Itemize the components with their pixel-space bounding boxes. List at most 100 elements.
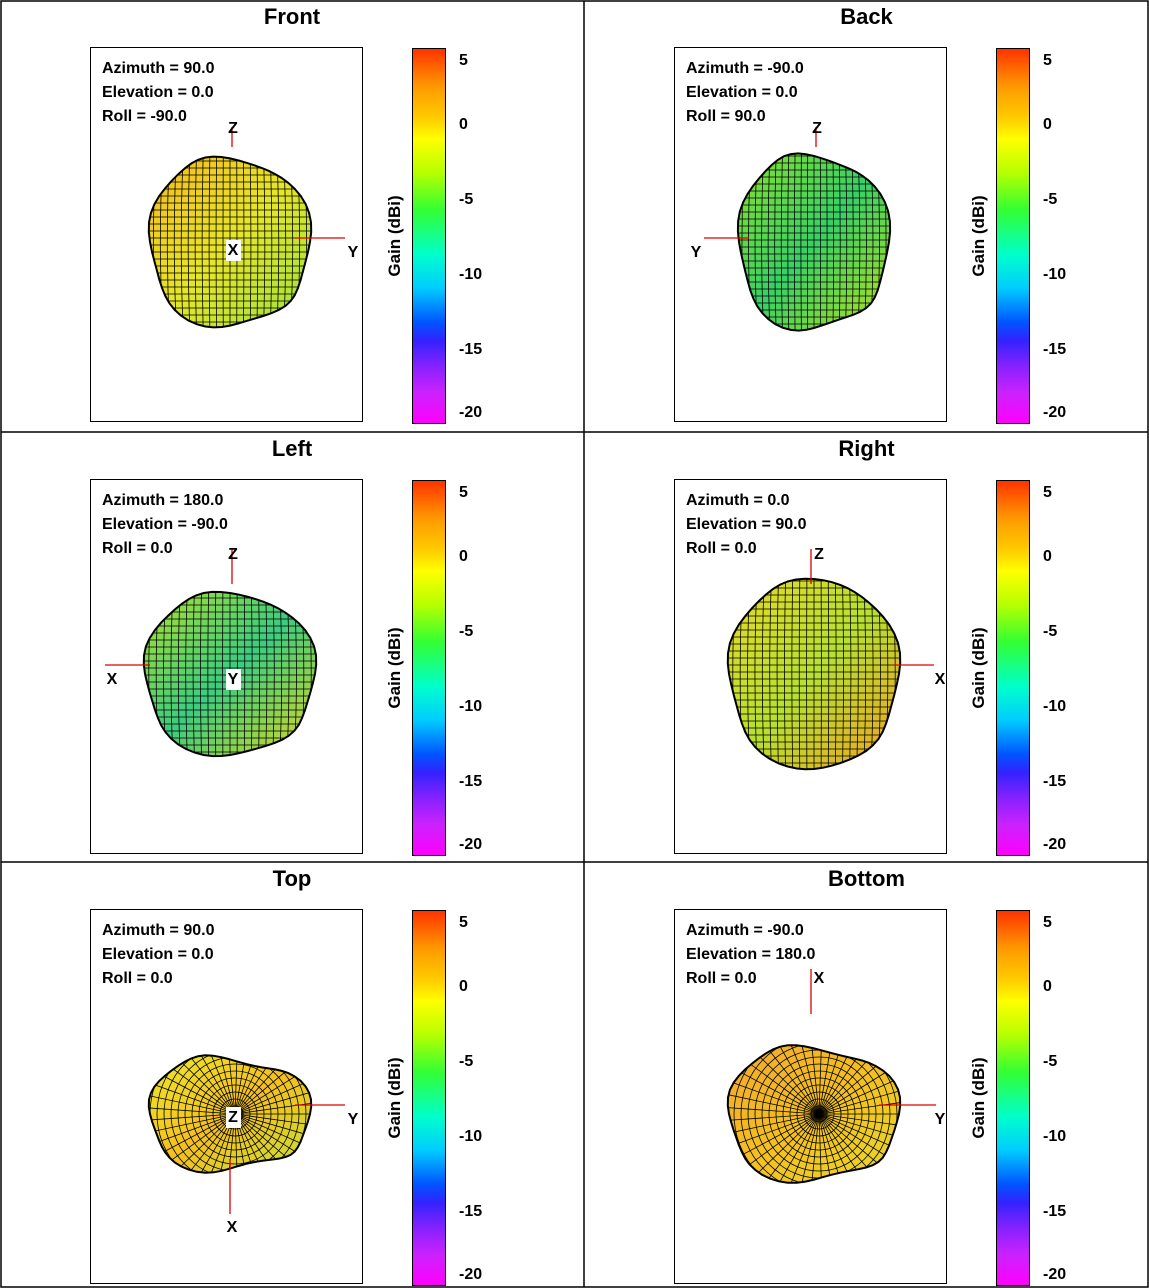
colorbar-tick-label: 5 [459, 52, 468, 69]
colorbar-tick-label: -10 [1043, 698, 1067, 715]
view-title: Top [272, 866, 312, 891]
colorbar-tick-label: -5 [459, 191, 474, 208]
axis-label: Y [935, 1111, 946, 1128]
colorbar [996, 480, 1030, 856]
colorbar-tick-label: -15 [459, 773, 483, 790]
colorbar-tick-label: 5 [459, 914, 468, 931]
colorbar-tick-label: -15 [1043, 773, 1067, 790]
colorbar-tick-label: -20 [459, 1266, 483, 1283]
colorbar-tick-label: -5 [1043, 1053, 1058, 1070]
colorbar-tick-label: -15 [1043, 1203, 1067, 1220]
colorbar-tick-label: -10 [459, 1128, 483, 1145]
colorbar-tick-label: 5 [1043, 484, 1052, 501]
axis-label: Z [228, 1109, 238, 1126]
axis-label: Y [348, 244, 359, 261]
view-title: Front [263, 4, 321, 29]
colorbar [412, 910, 446, 1286]
colorbar-tick-label: -15 [1043, 341, 1067, 358]
pattern-plot-area [674, 47, 947, 422]
colorbar-tick-label: 5 [1043, 914, 1052, 931]
colorbar-tick-label: 0 [459, 978, 468, 995]
view-panel-front: Front Azimuth = 90.0 Elevation = 0.0 Roll =… [0, 0, 584, 432]
view-title: Left [271, 436, 313, 461]
annotation-azimuth: Azimuth = 0.0 [686, 492, 790, 509]
colorbar-axis-label: Gain (dBi) [969, 1057, 988, 1139]
colorbar-tick-label: -15 [459, 341, 483, 358]
annotation-elevation: Elevation = 0.0 [102, 84, 214, 101]
radiation-pattern-3d: ZX [726, 546, 946, 771]
colorbar-tick-label: 0 [459, 116, 468, 133]
axis-label: X [814, 970, 825, 987]
annotation-elevation: Elevation = 90.0 [686, 516, 807, 533]
view-title: Right [838, 436, 895, 461]
view-panel-right: Right Azimuth = 0.0 Elevation = 90.0 Roll =… [584, 432, 1149, 862]
annotation-elevation: Elevation = 180.0 [686, 946, 816, 963]
colorbar-tick-label: -20 [459, 836, 483, 853]
colorbar [996, 910, 1030, 1286]
colorbar-axis-label: Gain (dBi) [385, 1057, 404, 1139]
colorbar-tick-label: 5 [1043, 52, 1052, 69]
view-panel-left: Left Azimuth = 180.0 Elevation = -90.0 Roll… [0, 432, 584, 862]
colorbar-axis-label: Gain (dBi) [969, 195, 988, 277]
annotation-azimuth: Azimuth = 90.0 [102, 60, 215, 77]
colorbar-tick-label: -5 [459, 623, 474, 640]
annotation-roll: Roll = 90.0 [686, 108, 766, 125]
view-panel-top: Top Azimuth = 90.0 Elevation = 0.0 Roll = 0… [0, 862, 584, 1288]
axis-label: X [935, 671, 946, 688]
colorbar-tick-label: -5 [1043, 191, 1058, 208]
annotation-azimuth: Azimuth = -90.0 [686, 60, 804, 77]
annotation-elevation: Elevation = 0.0 [686, 84, 798, 101]
colorbar-tick-label: 0 [459, 548, 468, 565]
axis-label: Z [812, 120, 822, 137]
colorbar [412, 48, 446, 424]
annotation-roll: Roll = 0.0 [686, 540, 757, 557]
axis-label: Y [691, 244, 702, 261]
axis-label: X [227, 1219, 238, 1236]
colorbar-tick-label: -10 [1043, 1128, 1067, 1145]
annotation-elevation: Elevation = 0.0 [102, 946, 214, 963]
colorbar-tick-label: -20 [1043, 404, 1067, 421]
colorbar-tick-label: -10 [459, 266, 483, 283]
radiation-pattern-3d: ZY [691, 120, 892, 332]
colorbar-tick-label: -5 [459, 1053, 474, 1070]
colorbar-tick-label: -20 [1043, 1266, 1067, 1283]
view-panel-bottom: Bottom Azimuth = -90.0 Elevation = 180.0 Ro… [584, 862, 1149, 1288]
annotation-elevation: Elevation = -90.0 [102, 516, 228, 533]
annotation-roll: Roll = -90.0 [102, 108, 187, 125]
axis-label: X [228, 242, 239, 259]
view-title: Bottom [828, 866, 905, 891]
view-panel-back: Back Azimuth = -90.0 Elevation = 0.0 Roll =… [584, 0, 1149, 432]
axis-label: Z [814, 546, 824, 563]
axis-label: Y [348, 1111, 359, 1128]
view-title: Back [840, 4, 893, 29]
radiation-pattern-3d: Y X Z [147, 1054, 359, 1236]
radiation-pattern-3d: Z X Y [105, 546, 318, 758]
colorbar-tick-label: 0 [1043, 116, 1052, 133]
axis-label: X [107, 671, 118, 688]
colorbar-tick-label: 0 [1043, 548, 1052, 565]
annotation-azimuth: Azimuth = -90.0 [686, 922, 804, 939]
colorbar-tick-label: 0 [1043, 978, 1052, 995]
colorbar [412, 480, 446, 856]
annotation-roll: Roll = 0.0 [686, 970, 757, 987]
colorbar-axis-label: Gain (dBi) [969, 627, 988, 709]
annotation-roll: Roll = 0.0 [102, 540, 173, 557]
axis-label: Z [228, 546, 238, 563]
colorbar-tick-label: -20 [459, 404, 483, 421]
colorbar-tick-label: 5 [459, 484, 468, 501]
colorbar-tick-label: -10 [459, 698, 483, 715]
axis-label: Z [228, 120, 238, 137]
colorbar-axis-label: Gain (dBi) [385, 627, 404, 709]
colorbar-axis-label: Gain (dBi) [385, 195, 404, 277]
colorbar-tick-label: -20 [1043, 836, 1067, 853]
colorbar-tick-label: -15 [459, 1203, 483, 1220]
axis-label: Y [228, 671, 239, 688]
annotation-roll: Roll = 0.0 [102, 970, 173, 987]
colorbar [996, 48, 1030, 424]
colorbar-tick-label: -5 [1043, 623, 1058, 640]
colorbar-tick-label: -10 [1043, 266, 1067, 283]
annotation-azimuth: Azimuth = 180.0 [102, 492, 224, 509]
radiation-pattern-3d: XY [726, 969, 946, 1184]
